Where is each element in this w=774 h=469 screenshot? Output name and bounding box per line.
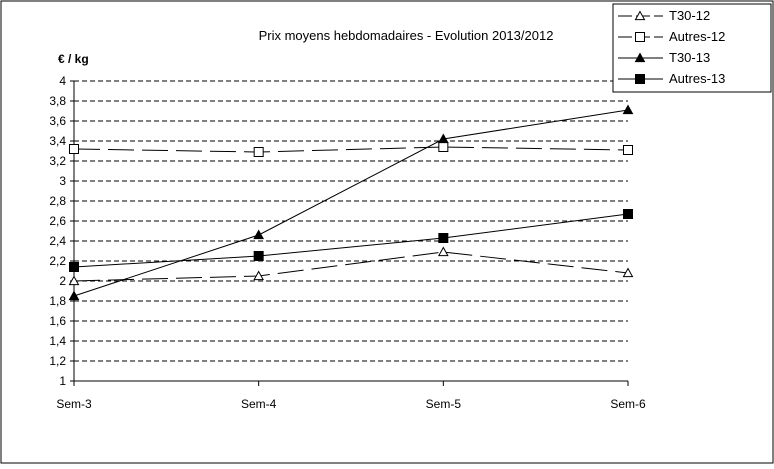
data-point bbox=[253, 229, 265, 240]
data-point bbox=[253, 270, 265, 281]
series-t30-12 bbox=[68, 246, 634, 286]
legend-label: T30-13 bbox=[669, 50, 710, 65]
legend-label: Autres-12 bbox=[669, 29, 725, 44]
data-point bbox=[253, 251, 264, 261]
data-point bbox=[438, 142, 449, 152]
series-line bbox=[73, 109, 629, 297]
y-tick-label: 1 bbox=[59, 374, 66, 388]
data-point bbox=[623, 145, 633, 155]
y-tick-label: 3,4 bbox=[49, 134, 66, 148]
data-point bbox=[622, 267, 634, 278]
y-tick-label: 1,8 bbox=[49, 294, 66, 308]
y-tick-label: 3,6 bbox=[49, 114, 66, 128]
data-point bbox=[623, 209, 633, 219]
y-tick-label: 2,2 bbox=[49, 254, 66, 268]
legend-marker bbox=[634, 52, 646, 63]
y-tick-label: 2 bbox=[59, 274, 66, 288]
series-autres-12 bbox=[69, 142, 633, 157]
gridlines bbox=[74, 80, 628, 362]
series-autres-13 bbox=[69, 209, 633, 272]
legend-label: T30-12 bbox=[669, 8, 710, 23]
legend-marker bbox=[635, 74, 645, 84]
data-point bbox=[437, 246, 449, 257]
data-point bbox=[68, 290, 80, 301]
series-line bbox=[73, 146, 629, 153]
series-group bbox=[68, 104, 634, 301]
data-point bbox=[69, 144, 79, 154]
y-tick-label: 4 bbox=[59, 74, 66, 88]
data-point bbox=[68, 275, 80, 286]
x-tick-label: Sem-4 bbox=[241, 397, 277, 411]
x-tick-label: Sem-3 bbox=[56, 397, 92, 411]
y-tick-label: 3,8 bbox=[49, 94, 66, 108]
y-axis-label: € / kg bbox=[58, 52, 89, 66]
data-point bbox=[253, 147, 264, 157]
y-tick-label: 1,4 bbox=[49, 334, 66, 348]
legend-label: Autres-13 bbox=[669, 71, 725, 86]
legend-marker bbox=[635, 32, 645, 42]
x-tick-label: Sem-6 bbox=[610, 397, 646, 411]
data-point bbox=[438, 233, 449, 243]
legend: T30-12 Autres-12 T30-13 Autres-13 bbox=[612, 3, 772, 93]
data-point bbox=[437, 133, 449, 144]
y-tick-label: 3,2 bbox=[49, 154, 66, 168]
series-t30-13 bbox=[68, 104, 634, 301]
data-point bbox=[69, 262, 79, 272]
y-tick-label: 1,2 bbox=[49, 354, 66, 368]
axes: 1 1,2 1,4 1,6 1,8 2 2,2 2,4 2,6 2,8 3 3,2 3,4 3,6 3,8 4… bbox=[49, 74, 646, 411]
legend-marker bbox=[634, 10, 646, 21]
series-line bbox=[73, 213, 629, 268]
x-tick-label: Sem-5 bbox=[426, 397, 462, 411]
y-tick-label: 3 bbox=[59, 174, 66, 188]
series-line bbox=[73, 251, 629, 282]
y-tick-label: 2,4 bbox=[49, 234, 66, 248]
chart-title: Prix moyens hebdomadaires - Evolution 20… bbox=[259, 28, 554, 43]
y-tick-label: 2,8 bbox=[49, 194, 66, 208]
y-tick-label: 1,6 bbox=[49, 314, 66, 328]
y-tick-label: 2,6 bbox=[49, 214, 66, 228]
data-point bbox=[622, 104, 634, 115]
